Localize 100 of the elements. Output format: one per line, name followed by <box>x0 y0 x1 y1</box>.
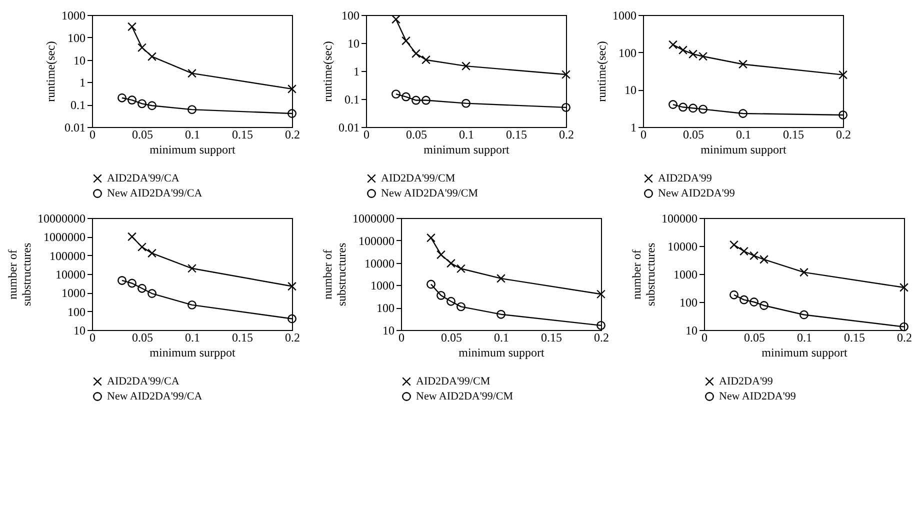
x-tick-label: 0 <box>398 330 404 344</box>
legend-label: AID2DA'99/CM <box>416 376 490 388</box>
point <box>740 295 748 304</box>
x-tick-label: 0 <box>364 128 370 142</box>
x-tick-label: 0.05 <box>683 128 704 142</box>
point <box>750 298 758 306</box>
point <box>698 104 708 114</box>
y-tick-label: 0.1 <box>70 98 86 112</box>
point <box>900 322 908 332</box>
x-tick-label: 0.1 <box>185 128 200 142</box>
point <box>148 248 156 258</box>
point <box>800 310 808 320</box>
point <box>496 274 506 283</box>
y-tick-label: 10000 <box>364 256 394 270</box>
point <box>288 84 296 94</box>
point <box>456 264 466 274</box>
legend-label: AID2DA'99/CA <box>107 376 180 388</box>
x-tick-label: 0.05 <box>406 128 427 142</box>
y-tick-label: 100 <box>618 46 636 60</box>
y-tick-label: 100000 <box>50 248 86 263</box>
point <box>138 284 146 293</box>
x-tick-label: 0.05 <box>441 330 462 344</box>
y-tick-label: 1000000 <box>44 230 86 244</box>
point <box>678 46 688 55</box>
x-axis-title: minimum support <box>762 346 848 360</box>
x-tick-label: 0 <box>702 330 708 344</box>
x-tick-label: 0.2 <box>559 128 574 142</box>
legend-label: New AID2DA'99/CM <box>381 188 478 200</box>
point <box>760 255 768 264</box>
legend-label: New AID2DA'99 <box>658 188 736 200</box>
x-tick-label: 0 <box>90 330 96 344</box>
point <box>426 280 436 289</box>
point <box>760 301 768 310</box>
x-tick-label: 0.15 <box>541 330 562 344</box>
x-axis-title: minimum support <box>424 142 510 156</box>
point <box>462 62 470 71</box>
x-axis-title: minimum support <box>458 346 545 360</box>
legend-label: AID2DA'99 <box>658 172 712 184</box>
y-tick-label: 100 <box>68 304 86 319</box>
y-tick-label: 1000 <box>62 286 86 300</box>
point <box>668 40 678 50</box>
point <box>838 70 848 80</box>
y-tick-label: 1000 <box>370 278 394 293</box>
point <box>138 99 146 108</box>
point <box>148 101 156 110</box>
y-tick-label: 10000000 <box>38 212 86 226</box>
point <box>148 289 156 298</box>
x-tick-label: 0.2 <box>285 128 300 142</box>
y-tick-label: 100 <box>376 301 394 316</box>
x-tick-label: 0.05 <box>132 128 153 142</box>
point <box>838 110 848 120</box>
x-tick-label: 0.15 <box>232 128 253 142</box>
y-tick-label: 1 <box>354 64 360 78</box>
point <box>412 49 420 58</box>
y-tick-label: 10000 <box>668 240 698 254</box>
point <box>446 258 456 268</box>
point <box>678 102 688 112</box>
y-axis-title: number of substructures <box>6 242 34 306</box>
x-tick-label: 0.2 <box>285 330 300 344</box>
point <box>668 100 678 109</box>
point <box>128 278 136 288</box>
point <box>288 109 296 118</box>
y-tick-label: 10000 <box>56 268 86 282</box>
point <box>462 98 470 108</box>
y-tick-label: 10 <box>74 53 86 68</box>
y-tick-label: 10 <box>686 324 698 338</box>
point <box>496 310 506 319</box>
point <box>412 96 420 105</box>
point <box>456 302 466 312</box>
point <box>688 104 698 113</box>
point <box>750 251 758 260</box>
point <box>422 96 430 105</box>
x-tick-label: 0.1 <box>797 330 812 344</box>
legend-label: New AID2DA'99/CM <box>416 390 514 402</box>
point <box>402 92 410 102</box>
x-tick-label: 0.15 <box>506 128 527 142</box>
y-tick-label: 10 <box>348 36 360 50</box>
x-axis-title: minimum support <box>700 142 787 156</box>
y-tick-label: 100 <box>680 296 698 310</box>
point <box>900 283 908 292</box>
y-axis-title: runtime(sec) <box>44 41 58 102</box>
point <box>436 290 446 300</box>
y-tick-label: 10 <box>382 324 394 338</box>
y-tick-label: 100000 <box>358 234 394 248</box>
y-tick-label: 100 <box>342 8 360 22</box>
x-tick-label: 0.1 <box>185 330 200 344</box>
point <box>730 290 738 300</box>
point <box>188 68 196 78</box>
x-tick-label: 0.1 <box>459 128 474 142</box>
y-tick-label: 0.01 <box>64 120 86 134</box>
legend-label: AID2DA'99/CM <box>381 172 456 184</box>
point <box>738 60 748 69</box>
y-tick-label: 1000000 <box>352 212 394 226</box>
y-tick-label: 1000 <box>612 8 636 22</box>
legend-label: New AID2DA'99/CA <box>107 188 202 200</box>
x-tick-label: 0.05 <box>744 330 765 344</box>
point <box>288 282 296 291</box>
y-axis-title: number of substructures <box>320 242 348 306</box>
point <box>800 268 808 277</box>
point <box>688 50 698 59</box>
